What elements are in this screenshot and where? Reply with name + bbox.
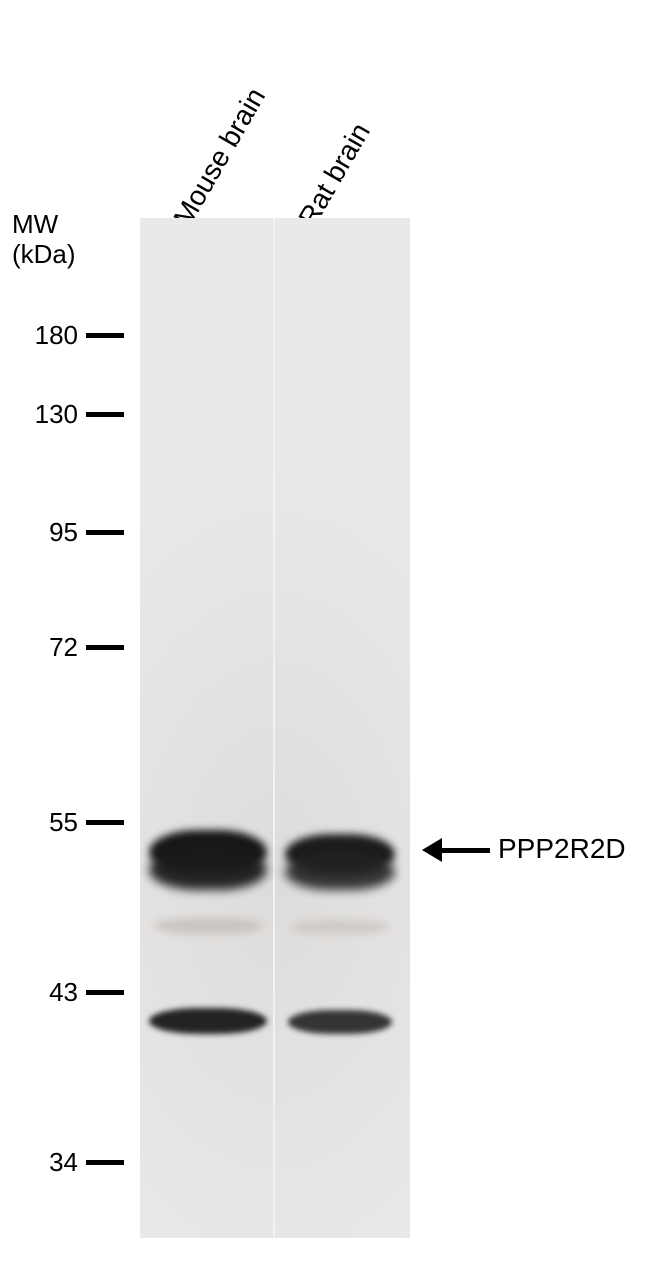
mw-tick-34: 34 [20, 1147, 124, 1178]
mw-tick-55: 55 [20, 807, 124, 838]
mw-tick-label: 72 [20, 632, 78, 663]
band-1 [149, 850, 267, 890]
blot-background [140, 218, 410, 1238]
mw-tick-label: 55 [20, 807, 78, 838]
mw-tick-label: 180 [20, 320, 78, 351]
band-6 [149, 1008, 267, 1034]
arrow-line [442, 848, 490, 853]
mw-tick-dash [86, 820, 124, 825]
mw-tick-180: 180 [20, 320, 124, 351]
arrow-head-icon [422, 838, 442, 862]
mw-header: MW (kDa) [12, 210, 76, 270]
blot-membrane [140, 218, 410, 1238]
mw-tick-label: 130 [20, 399, 78, 430]
mw-tick-dash [86, 412, 124, 417]
lane-label-0: Mouse brain [167, 83, 272, 232]
band-3 [285, 854, 395, 890]
band-4 [153, 918, 263, 934]
band-5 [290, 920, 390, 934]
mw-tick-130: 130 [20, 399, 124, 430]
mw-tick-dash [86, 333, 124, 338]
mw-tick-43: 43 [20, 977, 124, 1008]
mw-tick-dash [86, 530, 124, 535]
mw-header-line1: MW [12, 210, 76, 240]
band-7 [288, 1010, 392, 1034]
mw-tick-label: 95 [20, 517, 78, 548]
mw-tick-dash [86, 990, 124, 995]
mw-tick-label: 43 [20, 977, 78, 1008]
lane-divider [273, 218, 275, 1238]
mw-tick-dash [86, 645, 124, 650]
mw-tick-label: 34 [20, 1147, 78, 1178]
mw-header-line2: (kDa) [12, 240, 76, 270]
mw-tick-72: 72 [20, 632, 124, 663]
mw-tick-dash [86, 1160, 124, 1165]
lane-label-1: Rat brain [292, 118, 377, 232]
target-arrow [422, 838, 490, 862]
mw-tick-95: 95 [20, 517, 124, 548]
target-label: PPP2R2D [498, 833, 626, 865]
